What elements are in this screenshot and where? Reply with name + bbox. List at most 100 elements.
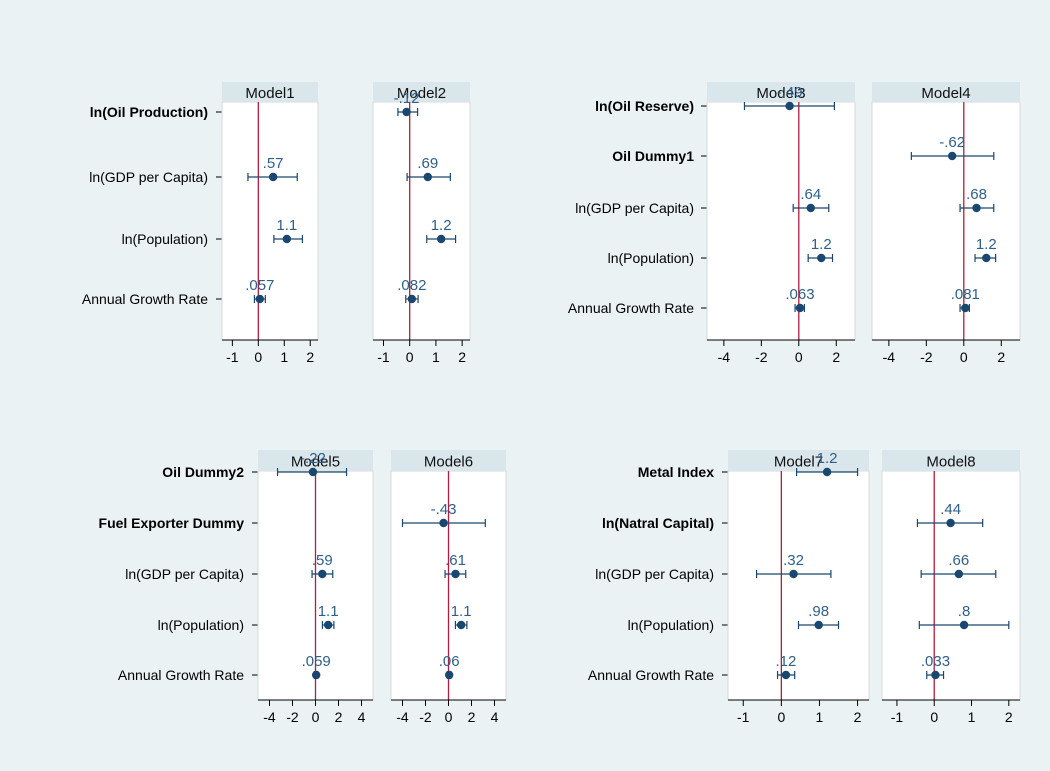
panel-model5: Model5 -4 -2 0 2 4 -.22 .59 1.1 .059 bbox=[257, 450, 374, 725]
value-label: 1.1 bbox=[276, 217, 297, 234]
value-label: 1.2 bbox=[817, 450, 838, 467]
x-tick-label: -2 bbox=[419, 709, 432, 725]
panel-title: Model2 bbox=[397, 85, 446, 102]
value-label: .06 bbox=[439, 653, 460, 670]
panel-plot-area bbox=[881, 470, 1021, 701]
x-tick-label: 4 bbox=[491, 709, 499, 725]
panel-plot-area bbox=[727, 470, 870, 701]
value-label: .68 bbox=[966, 186, 987, 203]
value-label: -.49 bbox=[777, 84, 803, 101]
x-tick-label: 1 bbox=[968, 709, 976, 725]
panel-title: Model1 bbox=[245, 85, 294, 102]
value-label: .64 bbox=[800, 186, 821, 203]
x-tick-label: 1 bbox=[816, 709, 824, 725]
x-tick-label: -4 bbox=[396, 709, 409, 725]
panel-header bbox=[222, 82, 318, 102]
value-label: 1.2 bbox=[811, 236, 832, 253]
x-tick-label: 1 bbox=[432, 349, 440, 365]
value-label: 1.2 bbox=[431, 217, 452, 234]
x-tick-label: -2 bbox=[920, 349, 933, 365]
panel-plot-area bbox=[221, 101, 319, 341]
x-tick-label: 0 bbox=[406, 349, 414, 365]
x-tick-label: -1 bbox=[891, 709, 904, 725]
panel-model2: Model2 -1 0 1 2 -.12 .69 1.2 .082 bbox=[372, 82, 471, 365]
x-tick-label: 4 bbox=[358, 709, 366, 725]
x-tick-label: 1 bbox=[280, 349, 288, 365]
variable-label: ln(Population) bbox=[122, 231, 208, 247]
panel-title: Model8 bbox=[926, 454, 975, 471]
value-label: -.62 bbox=[939, 134, 965, 151]
point-estimate bbox=[311, 670, 321, 680]
point-estimate bbox=[959, 620, 969, 630]
point-estimate bbox=[814, 620, 823, 630]
point-estimate bbox=[785, 101, 794, 111]
variable-label: Annual Growth Rate bbox=[568, 300, 694, 316]
variable-label: ln(Population) bbox=[608, 250, 694, 266]
point-estimate bbox=[795, 303, 805, 313]
point-estimate bbox=[436, 234, 446, 244]
point-estimate bbox=[946, 518, 955, 528]
point-estimate bbox=[407, 294, 417, 304]
chart-group-b: ln(Oil Reserve) Oil Dummy1 ln(GDP per Capi… bbox=[568, 82, 1021, 365]
value-label: .69 bbox=[417, 155, 438, 172]
value-label: -.43 bbox=[431, 501, 457, 518]
value-label: .057 bbox=[245, 277, 274, 294]
point-estimate bbox=[954, 569, 964, 579]
variable-label: ln(Natral Capital) bbox=[602, 515, 714, 531]
variable-label: Oil Dummy1 bbox=[612, 148, 694, 164]
point-estimate bbox=[822, 467, 832, 477]
x-tick-label: 2 bbox=[854, 709, 862, 725]
value-label: 1.1 bbox=[318, 603, 339, 620]
variable-label: Metal Index bbox=[638, 464, 714, 480]
value-label: .033 bbox=[921, 653, 950, 670]
variable-label: Oil Dummy2 bbox=[162, 464, 244, 480]
point-estimate bbox=[931, 670, 940, 680]
value-label: .081 bbox=[951, 286, 980, 303]
x-tick-label: -4 bbox=[718, 349, 731, 365]
x-tick-label: -1 bbox=[737, 709, 750, 725]
panel-header bbox=[728, 450, 869, 471]
value-label: .8 bbox=[958, 603, 971, 620]
value-label: .059 bbox=[302, 653, 331, 670]
x-tick-label: 2 bbox=[1005, 709, 1013, 725]
x-tick-label: 0 bbox=[254, 349, 262, 365]
variable-label: Annual Growth Rate bbox=[118, 667, 244, 683]
panel-title: Model4 bbox=[921, 85, 970, 102]
panel-header bbox=[882, 450, 1020, 471]
x-tick-label: 0 bbox=[960, 349, 968, 365]
variable-label: ln(Oil Reserve) bbox=[595, 98, 694, 114]
point-estimate bbox=[439, 518, 448, 528]
value-label: .57 bbox=[263, 155, 284, 172]
x-tick-label: 2 bbox=[997, 349, 1005, 365]
panel-title: Model3 bbox=[756, 85, 805, 102]
point-estimate bbox=[982, 253, 991, 263]
value-label: .66 bbox=[948, 552, 969, 569]
point-estimate bbox=[402, 107, 411, 117]
panel-model6: Model6 -4 -2 0 2 4 -.43 .61 1.1 .06 bbox=[390, 450, 507, 725]
point-estimate bbox=[817, 253, 826, 263]
x-tick-label: -4 bbox=[263, 709, 276, 725]
chart-group-d: Metal Index ln(Natral Capital) ln(GDP per … bbox=[588, 450, 1021, 725]
point-estimate bbox=[789, 569, 798, 579]
point-estimate bbox=[423, 172, 432, 182]
point-estimate bbox=[972, 203, 981, 213]
x-tick-label: 2 bbox=[458, 349, 466, 365]
variable-label: ln(Population) bbox=[628, 617, 714, 633]
value-label: .61 bbox=[445, 552, 466, 569]
point-estimate bbox=[961, 303, 970, 313]
x-tick-label: -4 bbox=[883, 349, 896, 365]
value-label: 1.1 bbox=[451, 603, 472, 620]
point-estimate bbox=[781, 670, 791, 680]
x-tick-label: 0 bbox=[445, 709, 453, 725]
x-tick-label: 2 bbox=[832, 349, 840, 365]
variable-label: Fuel Exporter Dummy bbox=[99, 515, 245, 531]
x-tick-label: 2 bbox=[468, 709, 476, 725]
panel-model8: Model8 -1 0 1 2 .44 .66 .8 .033 bbox=[881, 450, 1021, 725]
x-tick-label: 2 bbox=[306, 349, 314, 365]
point-estimate bbox=[268, 172, 278, 182]
point-estimate bbox=[456, 620, 466, 630]
panel-title: Model7 bbox=[774, 454, 823, 471]
point-estimate bbox=[451, 569, 460, 579]
value-label: .063 bbox=[785, 286, 814, 303]
